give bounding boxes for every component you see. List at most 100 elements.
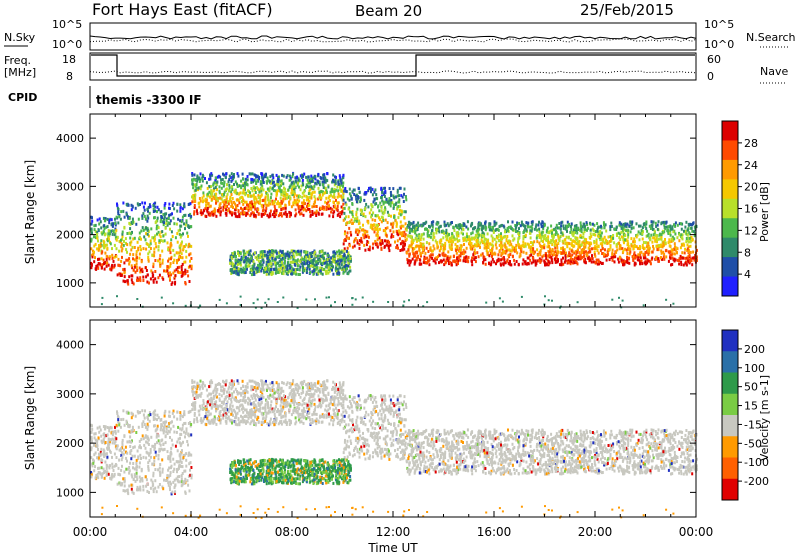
power-cell bbox=[653, 229, 656, 233]
power-cell bbox=[613, 260, 616, 264]
power-cell bbox=[205, 198, 208, 202]
power-cell bbox=[489, 252, 492, 255]
nave-tick-bottom: 0 bbox=[707, 70, 714, 83]
power-cell bbox=[300, 212, 303, 216]
power-cell bbox=[106, 239, 109, 243]
power-cell bbox=[101, 263, 104, 267]
power-cell bbox=[283, 265, 286, 269]
power-cell bbox=[493, 237, 496, 241]
power-cell bbox=[159, 220, 162, 224]
power-cell bbox=[509, 253, 512, 256]
power-cell bbox=[154, 242, 157, 245]
power-cell bbox=[371, 187, 374, 191]
power-cell bbox=[622, 238, 625, 241]
power-cell bbox=[518, 222, 521, 225]
power-cell bbox=[332, 265, 334, 269]
power-cell bbox=[492, 252, 495, 256]
power-cell bbox=[158, 261, 161, 265]
power-cell bbox=[109, 242, 112, 246]
power-cell bbox=[163, 221, 165, 225]
power-cell bbox=[414, 251, 417, 255]
power-cell bbox=[253, 201, 256, 204]
power-cell bbox=[391, 201, 394, 205]
power-cell bbox=[343, 247, 346, 251]
power-cell bbox=[596, 249, 599, 252]
power-cell bbox=[597, 226, 599, 230]
power-cell bbox=[565, 224, 568, 228]
power-cell bbox=[574, 236, 577, 240]
power-cell bbox=[619, 232, 622, 236]
power-cell bbox=[176, 232, 179, 236]
power-cell bbox=[167, 216, 170, 220]
power-cell bbox=[594, 245, 597, 249]
power-cell bbox=[155, 280, 158, 284]
power-cell bbox=[97, 239, 99, 243]
power-cell bbox=[586, 226, 589, 230]
nsky-trace bbox=[89, 35, 697, 40]
power-cell bbox=[228, 183, 231, 187]
power-cell bbox=[687, 254, 690, 258]
power-cell bbox=[511, 228, 514, 232]
power-cell bbox=[217, 197, 220, 200]
power-cell bbox=[179, 235, 182, 239]
power-cell bbox=[590, 260, 593, 264]
power-cell bbox=[652, 220, 655, 224]
power-cell bbox=[686, 228, 689, 232]
power-cell bbox=[387, 213, 390, 217]
power-cell bbox=[476, 251, 479, 255]
power-cell bbox=[271, 173, 274, 177]
power-cell bbox=[191, 173, 194, 177]
power-cell bbox=[567, 241, 570, 245]
power-cell bbox=[518, 227, 520, 231]
power-cell bbox=[601, 238, 603, 242]
power-cell bbox=[288, 185, 291, 189]
power-cell bbox=[494, 222, 497, 226]
power-cell bbox=[179, 249, 182, 253]
power-cell bbox=[551, 253, 554, 257]
power-cell bbox=[560, 263, 563, 267]
power-cell bbox=[555, 223, 558, 227]
power-cell bbox=[368, 211, 371, 215]
power-cell bbox=[115, 238, 118, 242]
power-cell bbox=[424, 260, 427, 264]
power-cell bbox=[144, 238, 147, 242]
power-cell bbox=[402, 200, 405, 203]
power-cell bbox=[343, 239, 346, 243]
power-cell bbox=[637, 255, 640, 259]
power-cell bbox=[458, 254, 461, 258]
power-cell bbox=[94, 223, 97, 227]
power-cell bbox=[513, 237, 516, 241]
power-cell bbox=[196, 174, 199, 178]
power-cell bbox=[268, 179, 271, 183]
power-cell bbox=[332, 215, 335, 219]
power-cell bbox=[568, 251, 571, 255]
power-cell bbox=[327, 185, 330, 189]
power-cell bbox=[230, 255, 233, 259]
power-cell bbox=[337, 183, 340, 186]
power-cell bbox=[376, 245, 379, 249]
power-cell bbox=[375, 227, 378, 231]
power-cell bbox=[324, 260, 327, 264]
power-cell bbox=[409, 261, 412, 265]
power-cell bbox=[582, 222, 585, 226]
power-cell bbox=[171, 204, 174, 207]
power-cell bbox=[362, 212, 365, 216]
power-cell bbox=[333, 187, 336, 191]
freq-label: Freq. bbox=[4, 54, 31, 67]
power-cell bbox=[359, 196, 362, 200]
power-cell bbox=[616, 234, 618, 237]
power-cell bbox=[223, 173, 226, 177]
power-cell bbox=[298, 199, 301, 203]
power-cell bbox=[690, 235, 693, 239]
power-cell bbox=[328, 204, 330, 208]
power-cell bbox=[490, 260, 493, 264]
power-cell bbox=[176, 251, 179, 255]
power-cell bbox=[598, 234, 601, 238]
power-cell bbox=[158, 257, 161, 261]
power-cell bbox=[684, 256, 687, 260]
power-cell bbox=[318, 183, 321, 187]
power-cell bbox=[232, 177, 235, 180]
power-noise-cell bbox=[101, 296, 104, 299]
power-cell bbox=[338, 265, 341, 269]
power-cell bbox=[154, 270, 157, 273]
